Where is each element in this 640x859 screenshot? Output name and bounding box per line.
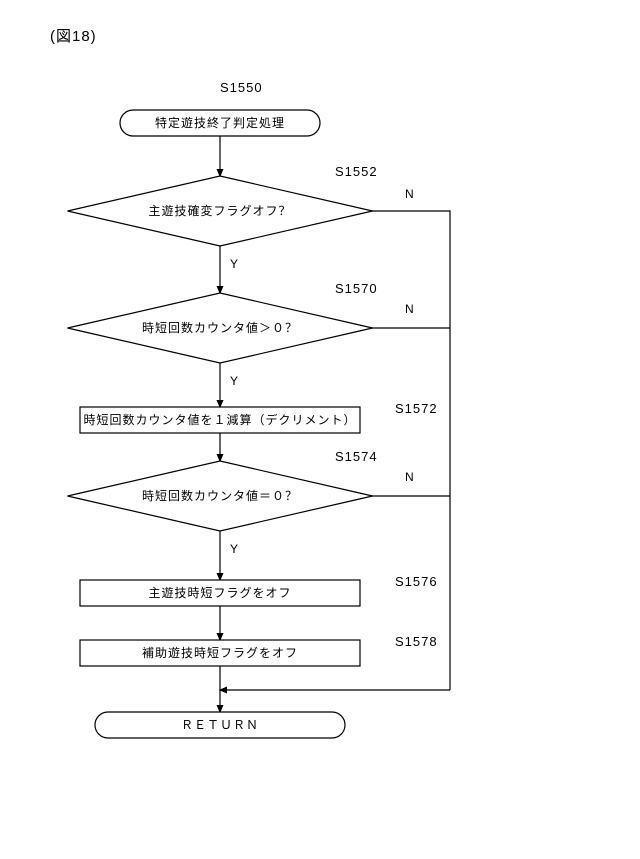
flow-node-label: 時短回数カウンタ値を１減算（デクリメント） [83, 412, 356, 427]
step-label: S1574 [335, 449, 378, 464]
flow-node-label: 主遊技確変フラグオフ？ [148, 203, 291, 218]
step-label: S1550 [220, 80, 263, 95]
edge-label: N [405, 187, 415, 201]
step-label: S1572 [395, 401, 438, 416]
step-label: S1576 [395, 574, 438, 589]
edge-label: N [405, 470, 415, 484]
step-label: S1578 [395, 634, 438, 649]
flowchart-canvas: Y N Y N Y N 特定遊技終了判定処理 S1550 主遊技確変フラグオフ？ S1552 時短回… [0, 0, 640, 859]
flow-node-label: 時短回数カウンタ値＝０？ [142, 488, 298, 503]
edge-label: Y [230, 374, 239, 388]
edge-label: N [405, 302, 415, 316]
flow-node-label: ＲＥＴＵＲＮ [181, 718, 259, 732]
edge-label: Y [230, 257, 239, 271]
edge-label: Y [230, 542, 239, 556]
flow-node-label: 補助遊技時短フラグをオフ [142, 645, 298, 660]
step-label: S1552 [335, 164, 378, 179]
flow-node-label: 時短回数カウンタ値＞０？ [142, 320, 298, 335]
flow-node-label: 主遊技時短フラグをオフ [148, 585, 291, 600]
flow-node-label: 特定遊技終了判定処理 [155, 115, 285, 130]
step-label: S1570 [335, 281, 378, 296]
flow-edge [372, 211, 450, 690]
